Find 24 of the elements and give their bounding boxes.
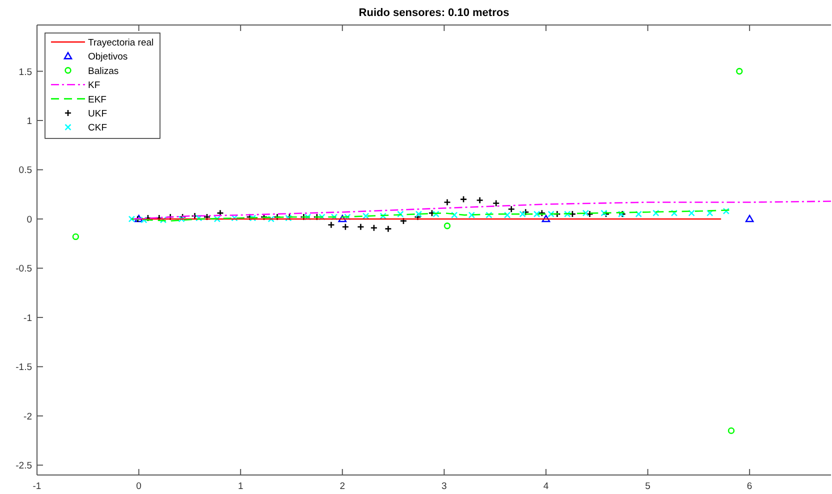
y-tick-label: 1	[26, 116, 32, 128]
y-tick-label: 0.5	[18, 165, 32, 176]
x-tick-label: 4	[543, 481, 549, 492]
y-tick-label: -1	[24, 312, 32, 324]
chart-title: Ruido sensores: 0.10 metros	[358, 7, 510, 19]
y-tick-label: -1.5	[16, 362, 32, 374]
y-tick-label: -2.5	[16, 460, 32, 472]
x-tick-label: 0	[136, 481, 142, 492]
x-tick-label: 3	[442, 481, 447, 492]
y-tick-label: 1.5	[18, 66, 32, 78]
legend-label: EKF	[88, 94, 107, 106]
x-tick-label: 2	[340, 481, 346, 492]
legend-label: KF	[88, 80, 100, 92]
legend-label: Trayectoria real	[88, 38, 154, 48]
legend-label: Objetivos	[88, 52, 128, 63]
legend-label: CKF	[88, 122, 108, 134]
x-tick-label: 5	[645, 481, 650, 492]
x-tick-label: 1	[238, 481, 244, 492]
y-tick-label: -0.5	[16, 264, 32, 275]
legend-label: Balizas	[88, 66, 119, 77]
legend-label: UKF	[88, 108, 108, 120]
x-tick-label: 6	[746, 481, 752, 492]
y-tick-label: -2	[24, 411, 32, 422]
y-tick-label: 0	[26, 214, 32, 226]
